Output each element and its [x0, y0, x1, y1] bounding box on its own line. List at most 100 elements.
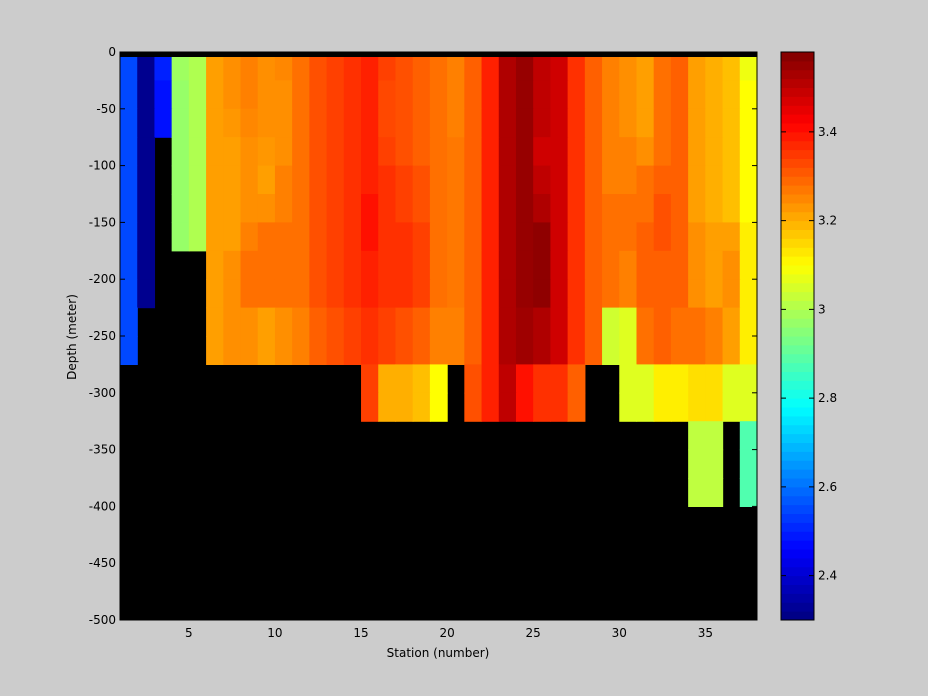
heatmap-cell [481, 194, 500, 223]
heatmap-cell [361, 108, 379, 138]
colorbar-swatch [781, 78, 814, 89]
heatmap-cell [188, 165, 207, 195]
colorbar-swatch [781, 522, 814, 532]
heatmap-cell [670, 108, 689, 138]
colorbar-swatch [781, 398, 814, 408]
heatmap-cell [550, 194, 569, 223]
colorbar-frame [780, 51, 815, 621]
heatmap-cell [567, 279, 586, 309]
heatmap-cell [412, 80, 431, 110]
heatmap-cell [257, 194, 276, 223]
colorbar-tick-label: 3 [818, 302, 826, 316]
heatmap-cell [567, 52, 586, 81]
heatmap-cell [653, 194, 672, 223]
x-tick-label: 30 [612, 626, 627, 640]
colorbar-swatch [781, 60, 814, 71]
heatmap-cell [240, 80, 259, 110]
colorbar-swatch [781, 300, 814, 310]
heatmap-cell [223, 165, 242, 195]
heatmap-cell [292, 222, 310, 252]
heatmap-cell [636, 194, 655, 223]
heatmap-cell [361, 194, 379, 223]
heatmap-cell [653, 307, 672, 337]
heatmap-cell [343, 336, 362, 365]
heatmap-cell [722, 80, 741, 110]
heatmap-cell [274, 250, 293, 280]
colorbar-swatch [781, 540, 814, 550]
heatmap-cell [361, 279, 379, 309]
heatmap-cell [464, 80, 483, 110]
heatmap-cell [584, 137, 603, 167]
x-axis-label: Station (number) [387, 646, 490, 660]
heatmap-cell [343, 108, 362, 138]
heatmap-cell [515, 137, 534, 167]
heatmap-cell [705, 222, 724, 252]
heatmap-cell [636, 279, 655, 309]
heatmap-cell [550, 250, 569, 280]
heatmap-cell [602, 52, 620, 81]
heatmap-cell [584, 250, 603, 280]
heatmap-cell [481, 137, 500, 167]
heatmap-cell [361, 392, 379, 422]
heatmap-cell [429, 222, 448, 252]
heatmap-cell [274, 307, 293, 337]
heatmap-cell [481, 52, 500, 81]
heatmap-cell [602, 194, 620, 223]
heatmap-cell [515, 307, 534, 337]
heatmap-cell [739, 421, 758, 451]
heatmap-cell [705, 307, 724, 337]
heatmap-cell [429, 392, 448, 422]
heatmap-cell [515, 194, 534, 223]
colorbar: 2.4 2.6 2.8 3 3.2 3.4 [780, 51, 837, 621]
heatmap-cell [670, 392, 689, 422]
heatmap-cell [722, 250, 741, 280]
heatmap-cell [498, 165, 517, 195]
heatmap-cell [326, 307, 345, 337]
heatmap-cell [309, 80, 328, 110]
heatmap-cell [171, 137, 190, 167]
colorbar-swatch [781, 451, 814, 461]
heatmap-cell [240, 307, 259, 337]
heatmap-cell [688, 449, 706, 479]
x-tick-label: 25 [526, 626, 541, 640]
colorbar-swatch [781, 478, 814, 488]
heatmap-cell [395, 222, 414, 252]
heatmap-cell [636, 250, 655, 280]
heatmap-cell [412, 194, 431, 223]
y-tick-label: -100 [89, 159, 116, 173]
colorbar-swatch [781, 96, 814, 106]
heatmap-cell [653, 52, 672, 81]
heatmap-cell [498, 392, 517, 422]
heatmap-cell [120, 165, 138, 195]
heatmap-cell [120, 108, 138, 138]
heatmap-cell [653, 108, 672, 138]
y-axis: 0 -50 -100 -150 -200 -250 -300 -350 -400 -450 -500 [89, 45, 757, 627]
heatmap-cell [584, 52, 603, 81]
heatmap-cell [653, 250, 672, 280]
heatmap-cell [206, 250, 224, 280]
colorbar-swatch [781, 309, 814, 319]
heatmap-cell [567, 222, 586, 252]
colorbar-swatch [781, 123, 814, 133]
heatmap-cell [447, 336, 465, 365]
heatmap-cell [515, 165, 534, 195]
heatmap-cell [722, 52, 741, 81]
heatmap-cell [602, 336, 620, 365]
heatmap-cell [584, 194, 603, 223]
heatmap-cell [739, 279, 758, 309]
heatmap-cell [670, 52, 689, 81]
heatmap-cell [378, 250, 397, 280]
heatmap-cell [206, 307, 224, 337]
heatmap-cell [722, 222, 741, 252]
heatmap-cell [412, 279, 431, 309]
heatmap-cell [722, 279, 741, 309]
heatmap-cell [464, 137, 483, 167]
heatmap-cell [137, 279, 156, 309]
heatmap-cell [739, 165, 758, 195]
heatmap-cell [739, 194, 758, 223]
heatmap-cell [309, 307, 328, 337]
heatmap-cell [533, 279, 552, 309]
colorbar-swatch [781, 238, 814, 248]
heatmap-cell [619, 279, 638, 309]
heatmap-cell [274, 222, 293, 252]
